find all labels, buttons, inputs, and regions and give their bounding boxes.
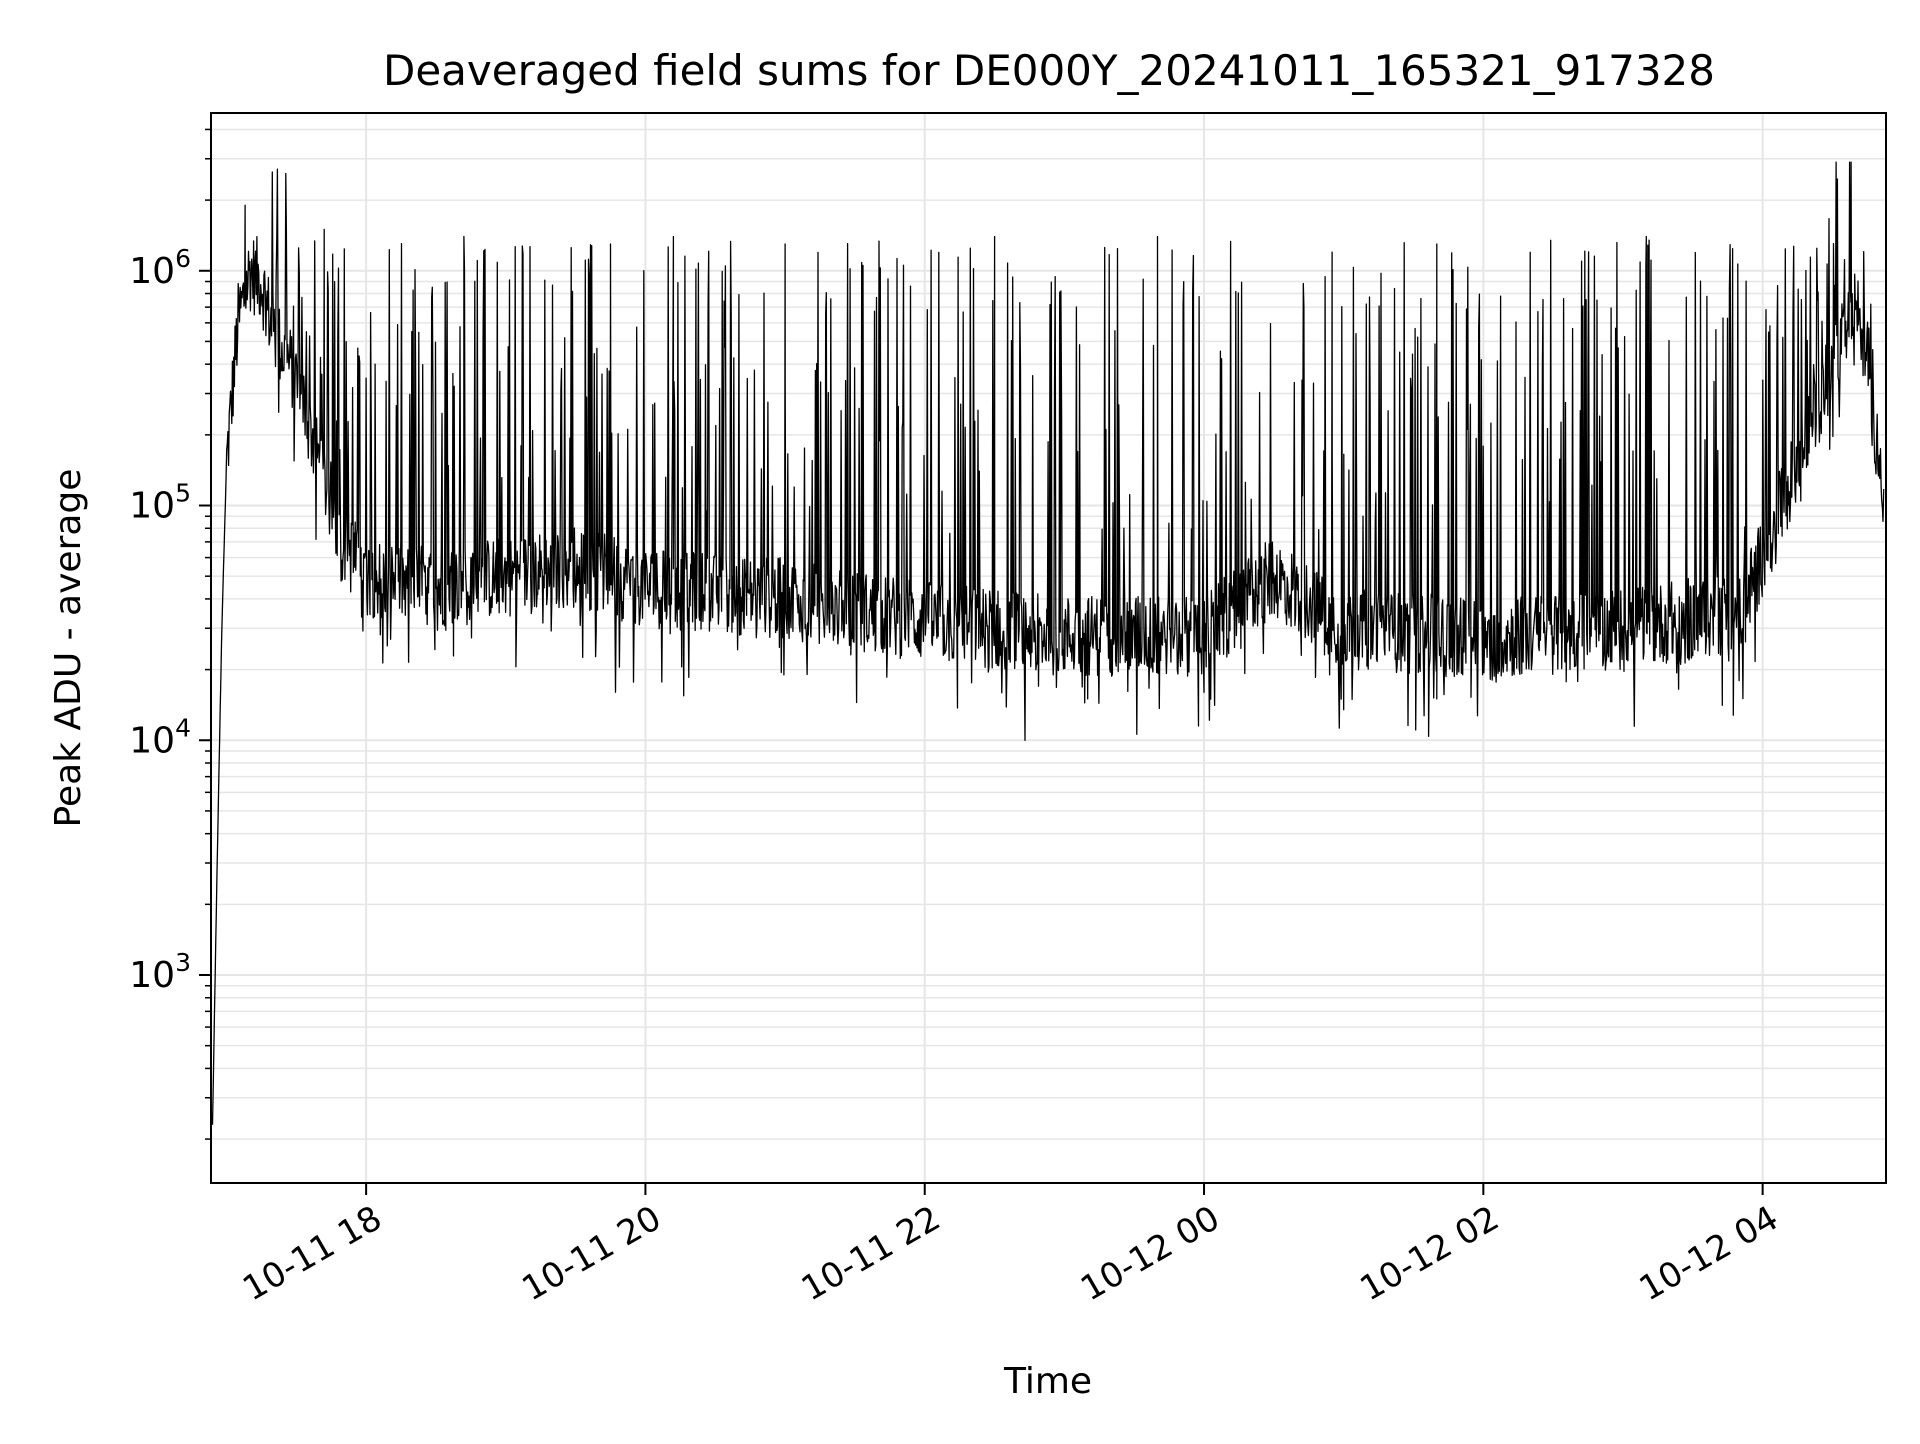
y-tick-label: 105 xyxy=(129,479,191,527)
plot-area xyxy=(211,161,1885,1125)
y-tick-label: 103 xyxy=(129,948,191,996)
x-axis-label: Time xyxy=(1003,1361,1092,1402)
y-tick-label: 104 xyxy=(129,713,191,761)
chart-title: Deaveraged field sums for DE000Y_2024101… xyxy=(383,46,1715,95)
axes-frame xyxy=(210,112,1887,1184)
y-tick-label: 106 xyxy=(129,244,191,292)
series-line xyxy=(211,161,1885,1125)
y-axis: 103 104 105 106 xyxy=(129,128,211,1140)
y-axis-label: Peak ADU - average xyxy=(48,469,89,828)
